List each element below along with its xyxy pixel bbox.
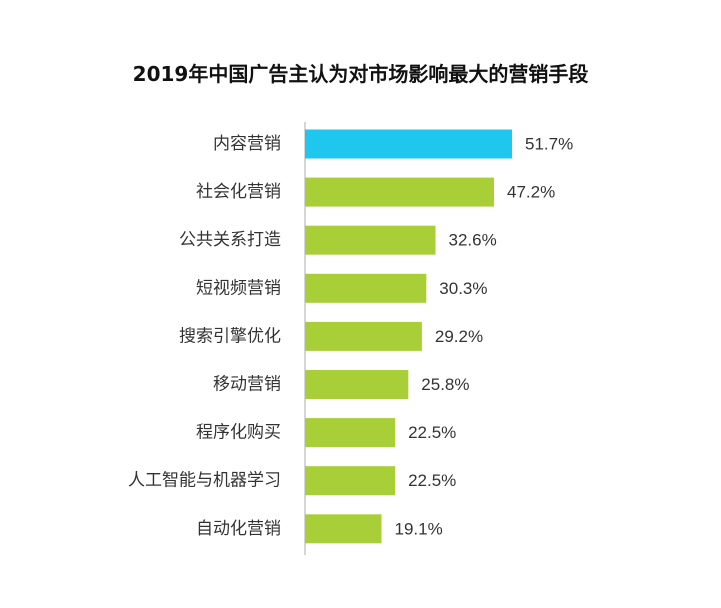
value-label-5: 29.2%: [435, 327, 483, 346]
bar-5: [305, 321, 422, 351]
bar-4: [305, 273, 427, 303]
bar-2: [305, 177, 494, 207]
value-label-8: 22.5%: [408, 471, 456, 490]
value-label-3: 32.6%: [449, 231, 497, 250]
chart-title: 2019年中国广告主认为对市场影响最大的营销手段: [132, 62, 589, 86]
category-label-4: 短视频营销: [196, 278, 281, 298]
bar-6: [305, 370, 409, 399]
category-label-1: 内容营销: [213, 134, 281, 154]
value-label-9: 19.1%: [395, 519, 443, 538]
bar-8: [305, 466, 396, 496]
category-label-6: 移动营销: [213, 375, 281, 395]
category-label-9: 自动化营销: [196, 519, 281, 539]
category-label-7: 程序化购买: [196, 423, 281, 443]
value-label-1: 51.7%: [525, 135, 573, 154]
category-label-5: 搜索引擎优化: [179, 326, 281, 346]
value-label-6: 25.8%: [421, 375, 469, 394]
bar-1: [305, 129, 512, 159]
bar-7: [305, 418, 396, 448]
category-label-2: 社会化营销: [196, 182, 281, 202]
value-labels: 51.7% 47.2% 32.6% 30.3% 29.2% 25.8% 22.5% 22.5%…: [395, 135, 574, 539]
category-label-3: 公共关系打造: [179, 230, 281, 250]
value-label-7: 22.5%: [408, 423, 456, 442]
value-label-4: 30.3%: [439, 279, 487, 298]
category-labels: 内容营销社会化营销公共关系打造短视频营销搜索引擎优化移动营销程序化购买人工智能与…: [128, 134, 281, 539]
bar-9: [305, 514, 382, 544]
bar-3: [305, 225, 436, 255]
value-label-2: 47.2%: [507, 183, 555, 202]
bars-group: [305, 129, 512, 544]
category-label-8: 人工智能与机器学习: [128, 471, 281, 491]
